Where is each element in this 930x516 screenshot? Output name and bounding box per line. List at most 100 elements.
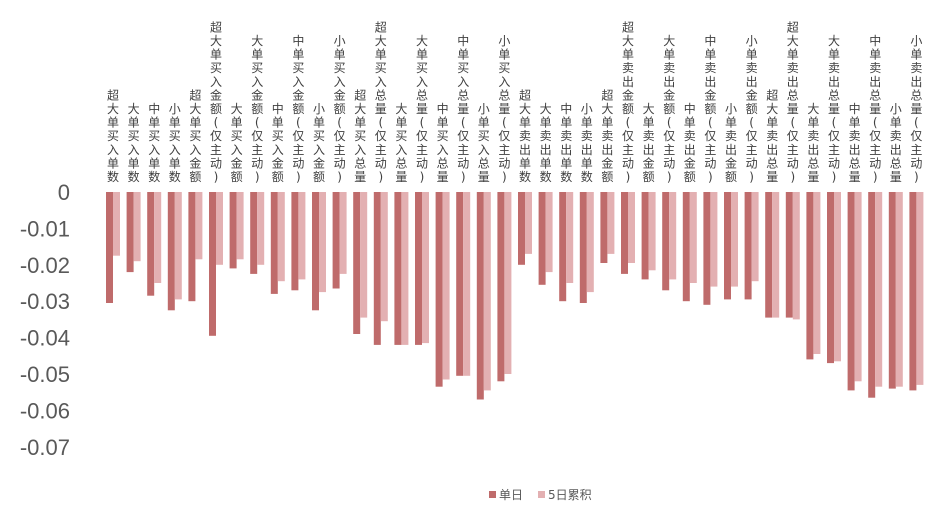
bar-5day-cumulative bbox=[339, 192, 347, 274]
bar-single-day bbox=[909, 192, 917, 391]
bar-5day-cumulative bbox=[607, 192, 615, 254]
category-label: 中单买入金额(仅主动) bbox=[292, 33, 304, 184]
category-label: 小单买入金额(仅主动) bbox=[334, 34, 346, 184]
category-label: 小单买入总量(仅主动) bbox=[498, 34, 510, 184]
bar-single-day bbox=[641, 192, 649, 280]
category-label: 大单卖出金额 bbox=[643, 102, 655, 184]
bar-5day-cumulative bbox=[133, 192, 141, 262]
legend: 单日 5日累积 bbox=[489, 488, 592, 502]
legend-swatch-single-day bbox=[489, 491, 496, 498]
bar-5day-cumulative bbox=[854, 192, 862, 382]
category-label: 超大单卖出金额 bbox=[601, 87, 613, 184]
category-label: 超大单买入单数 bbox=[107, 87, 119, 184]
category-label: 大单买入总量 bbox=[395, 102, 407, 184]
y-tick-label: -0.02 bbox=[20, 253, 70, 278]
category-label: 中单卖出单数 bbox=[560, 101, 572, 184]
category-label: 超大单买入金额(仅主动) bbox=[210, 19, 222, 184]
category-label: 大单卖出金额(仅主动) bbox=[663, 34, 675, 184]
category-label: 小单买入金额 bbox=[313, 102, 325, 184]
bar-single-day bbox=[106, 192, 113, 303]
bar-single-day bbox=[518, 192, 525, 265]
category-label: 小单卖出金额(仅主动) bbox=[746, 34, 758, 184]
bar-5day-cumulative bbox=[751, 192, 759, 282]
bar-5day-cumulative bbox=[463, 192, 471, 376]
bar-single-day bbox=[229, 192, 237, 269]
bar-single-day bbox=[147, 192, 155, 296]
category-label: 中单卖出总量(仅主动) bbox=[869, 33, 881, 184]
category-label: 中单卖出金额 bbox=[684, 101, 696, 184]
bar-single-day bbox=[724, 192, 731, 300]
bar-5day-cumulative bbox=[154, 192, 162, 283]
bar-5day-cumulative bbox=[628, 192, 635, 263]
category-label: 中单卖出总量 bbox=[849, 101, 861, 184]
bar-5day-cumulative bbox=[174, 192, 182, 300]
y-tick-label: -0.07 bbox=[20, 435, 70, 460]
y-tick-label: -0.04 bbox=[20, 326, 70, 351]
bar-5day-cumulative bbox=[875, 192, 883, 387]
bar-single-day bbox=[394, 192, 402, 345]
category-label: 中单买入金额 bbox=[272, 101, 284, 184]
bar-single-day bbox=[888, 192, 896, 389]
bar-single-day bbox=[476, 192, 484, 400]
category-label: 小单卖出单数 bbox=[581, 102, 593, 184]
category-label: 大单买入金额 bbox=[231, 102, 243, 184]
bar-single-day bbox=[332, 192, 340, 289]
y-tick-label: -0.03 bbox=[20, 289, 70, 314]
legend-label-5day-cumulative: 5日累积 bbox=[548, 488, 592, 502]
category-label: 超大单卖出单数 bbox=[519, 87, 531, 184]
bar-single-day bbox=[250, 192, 258, 274]
bar-5day-cumulative bbox=[483, 192, 491, 391]
bar-single-day bbox=[435, 192, 443, 387]
category-label: 中单买入总量(仅主动) bbox=[457, 33, 469, 184]
bar-single-day bbox=[703, 192, 711, 305]
bar-5day-cumulative bbox=[792, 192, 800, 320]
category-label: 中单买入总量 bbox=[437, 101, 449, 184]
bar-5day-cumulative bbox=[525, 192, 532, 254]
y-tick-label: 0 bbox=[58, 180, 70, 205]
bar-single-day bbox=[579, 192, 587, 303]
bar-5day-cumulative bbox=[298, 192, 306, 280]
category-label: 超大单买入总量 bbox=[354, 87, 366, 184]
category-label: 大单卖出总量(仅主动) bbox=[828, 34, 840, 184]
bar-single-day bbox=[373, 192, 381, 345]
category-label: 大单卖出总量 bbox=[807, 102, 819, 184]
bar-5day-cumulative bbox=[545, 192, 553, 273]
bar-5day-cumulative bbox=[236, 192, 244, 260]
bar-single-day bbox=[559, 192, 567, 302]
y-tick-label: -0.01 bbox=[20, 216, 70, 241]
bar-5day-cumulative bbox=[442, 192, 450, 380]
category-label: 大单卖出单数 bbox=[540, 102, 552, 184]
bar-single-day bbox=[806, 192, 814, 360]
bar-5day-cumulative bbox=[504, 192, 512, 374]
bar-5day-cumulative bbox=[586, 192, 594, 293]
y-tick-label: -0.05 bbox=[20, 362, 70, 387]
category-label: 小单买入总量 bbox=[478, 102, 490, 184]
category-label: 中单卖出金额(仅主动) bbox=[704, 33, 716, 184]
category-label: 小单卖出总量(仅主动) bbox=[910, 34, 922, 184]
legend-swatch-5day-cumulative bbox=[538, 491, 545, 498]
bar-5day-cumulative bbox=[360, 192, 368, 318]
bar-5day-cumulative bbox=[895, 192, 903, 387]
bar-5day-cumulative bbox=[566, 192, 574, 283]
bar-single-day bbox=[765, 192, 773, 318]
category-label: 超大单卖出金额(仅主动) bbox=[622, 19, 634, 184]
category-label: 大单买入总量(仅主动) bbox=[416, 34, 428, 184]
bar-5day-cumulative bbox=[257, 192, 265, 265]
bar-single-day bbox=[188, 192, 196, 302]
bar-5day-cumulative bbox=[277, 192, 285, 282]
bar-5day-cumulative bbox=[772, 192, 780, 318]
category-label: 大单买入单数 bbox=[128, 102, 140, 184]
category-label: 超大单买入金额 bbox=[189, 87, 201, 184]
bar-single-day bbox=[167, 192, 175, 311]
category-label: 大单买入金额(仅主动) bbox=[251, 34, 263, 184]
bar-single-day bbox=[847, 192, 855, 391]
bar-5day-cumulative bbox=[648, 192, 656, 271]
bar-5day-cumulative bbox=[710, 192, 718, 287]
bar-single-day bbox=[868, 192, 876, 398]
bar-single-day bbox=[291, 192, 299, 291]
bar-5day-cumulative bbox=[216, 192, 223, 265]
bar-single-day bbox=[270, 192, 278, 294]
bar-5day-cumulative bbox=[916, 192, 924, 385]
category-labels: 超大单买入单数大单买入单数中单买入单数小单买入单数超大单买入金额超大单买入金额(… bbox=[107, 19, 922, 184]
category-label: 中单买入单数 bbox=[148, 101, 160, 184]
